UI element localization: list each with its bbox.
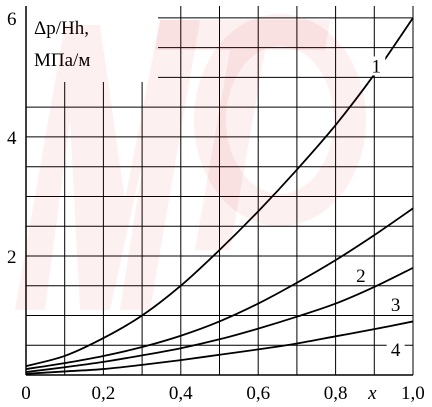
y-axis-label-line2: МПа/м (34, 50, 90, 71)
x-tick-label: 0 (21, 383, 31, 404)
y-tick-label: 4 (7, 128, 17, 149)
axes (25, 6, 413, 376)
curve-label-3: 3 (391, 295, 401, 316)
x-tick-label: 0,4 (169, 383, 193, 404)
y-axis-label-line1: Δp/Hh, (34, 18, 89, 39)
series-line-1 (25, 17, 414, 367)
y-tick-label: 2 (7, 247, 17, 268)
y-tick-label: 6 (7, 9, 17, 30)
curve-label-bg-2 (351, 265, 370, 285)
series-line-4 (25, 320, 414, 375)
x-tick-label: 1,0 (401, 383, 425, 404)
x-tick-label: 0,2 (92, 383, 116, 404)
curve-label-bg-4 (386, 339, 405, 359)
series-line-3 (25, 267, 414, 373)
curve-label-4: 4 (391, 340, 401, 361)
curve-label-bg-3 (386, 295, 405, 315)
x-tick-label: 0,8 (324, 383, 348, 404)
labels: 2 4 6 0 0,2 0,4 0,6 0,8 1,0 x Δp/Hh, МПа/м 1 2 3 4 (7, 9, 425, 404)
series-line-2 (25, 207, 414, 370)
curve-label-1: 1 (372, 56, 382, 77)
curve-label-bg-1 (367, 56, 386, 76)
x-tick-label: 0,6 (246, 383, 270, 404)
curve-label-2: 2 (356, 266, 366, 287)
x-axis-label: x (367, 383, 377, 404)
curves (25, 17, 414, 375)
